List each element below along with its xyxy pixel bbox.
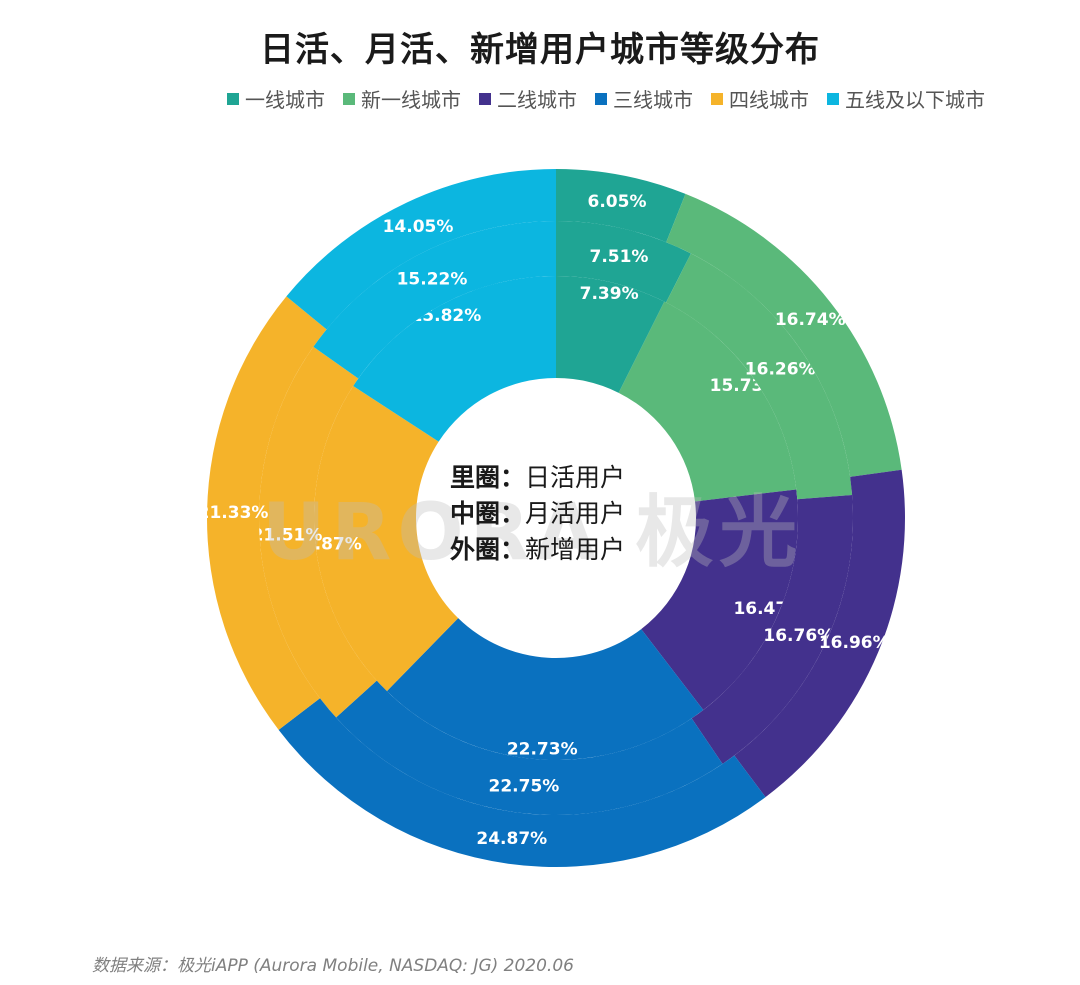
legend-label: 一线城市 [245,88,325,112]
legend-label: 二线城市 [497,88,577,112]
legend-item-tier5-below: 五线及以下城市 [827,84,985,113]
legend-swatch [595,92,607,105]
segment-value-label: 15.22% [397,270,468,290]
center-key: 里圈： [450,463,526,492]
legend-swatch [227,92,239,105]
ring-segment [556,169,686,243]
ring-segment [641,489,798,711]
legend-item-tier2: 二线城市 [479,84,577,113]
ring-segment [691,495,853,764]
segment-value-label: 21.33% [198,503,269,523]
ring-segment [259,346,377,718]
center-value: 月活用户 [525,499,626,528]
ring-segment [734,469,905,798]
center-key: 外圈： [450,535,526,564]
legend-item-tier1: 一线城市 [227,84,325,113]
segment-value-label: 14.05% [383,217,454,237]
center-value: 新增用户 [525,535,626,564]
legend-swatch [479,92,491,105]
chart-title: 日活、月活、新增用户城市等级分布 [260,30,820,70]
ring-segment [206,296,327,730]
data-source-note: 数据来源：极光iAPP (Aurora Mobile, NASDAQ: JG) … [92,956,574,976]
center-line-middle: 中圈：月活用户 [450,496,625,532]
ring-segment [386,618,704,760]
center-line-inner: 里圈：日活用户 [450,460,625,496]
ring-segment [313,221,556,379]
ring-segment [286,169,556,330]
segment-value-label: 7.39% [580,284,639,304]
segment-value-label: 16.74% [775,310,846,330]
ring-segment [556,276,665,393]
ring-segment [665,253,853,500]
ring-segment [556,221,691,303]
legend-item-tier4: 四线城市 [711,84,809,113]
ring-segment [314,386,459,692]
center-line-outer: 外圈：新增用户 [450,532,625,568]
segment-value-label: 24.87% [476,829,547,849]
ring-segment [278,698,766,867]
ring-segment [336,680,723,815]
legend-swatch [827,92,839,105]
ring-segment [618,301,797,502]
legend-swatch [343,92,355,105]
legend-swatch [711,92,723,105]
legend-label: 新一线城市 [361,88,461,112]
center-key: 中圈： [450,499,526,528]
segment-value-label: 22.75% [489,777,560,797]
segment-value-label: 16.26% [745,359,816,379]
legend-label: 三线城市 [613,88,693,112]
legend-label: 四线城市 [729,88,809,112]
legend-item-new-tier1: 新一线城市 [343,84,461,113]
segment-value-label: 6.05% [588,192,647,212]
segment-value-label: 16.96% [819,633,890,653]
legend-label: 五线及以下城市 [845,88,985,112]
segment-value-label: 22.73% [507,740,578,760]
center-value: 日活用户 [525,463,626,492]
segment-value-label: 16.76% [763,626,834,646]
center-legend: 里圈：日活用户 中圈：月活用户 外圈：新增用户 [450,460,625,568]
legend: 一线城市 新一线城市 二线城市 三线城市 四线城市 五线及以下城市 [0,84,1080,113]
segment-value-label: 7.51% [589,247,648,267]
ring-segment [353,276,556,442]
segment-value-label: 21.51% [252,525,323,545]
legend-item-tier3: 三线城市 [595,84,693,113]
ring-segment [666,193,902,477]
